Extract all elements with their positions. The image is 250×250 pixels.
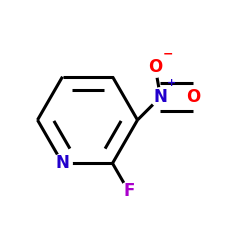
Text: +: + <box>167 78 176 88</box>
Text: O: O <box>186 88 200 106</box>
Text: −: − <box>162 47 173 60</box>
Text: F: F <box>123 182 134 200</box>
Text: O: O <box>148 58 162 76</box>
Text: N: N <box>56 154 70 172</box>
Text: N: N <box>154 88 168 106</box>
